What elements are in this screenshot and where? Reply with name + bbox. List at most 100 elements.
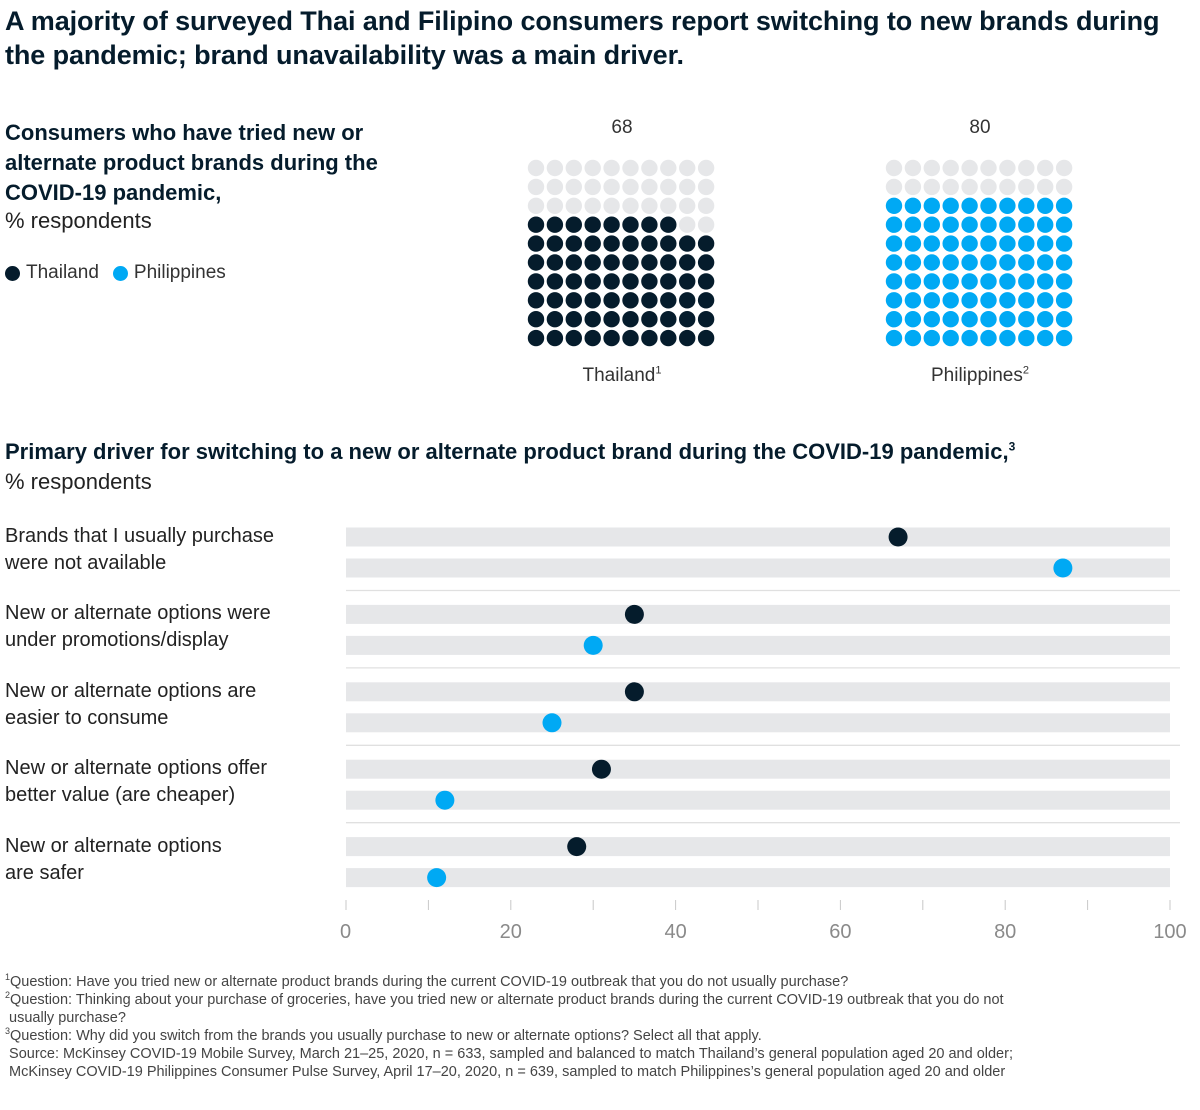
waffle-dot-filled xyxy=(980,329,997,347)
waffle-dot-filled xyxy=(660,329,677,347)
waffle-dot-filled xyxy=(527,311,545,328)
waffle-dot-filled xyxy=(923,216,940,233)
waffle-dot-filled xyxy=(923,273,940,290)
bar-background xyxy=(346,527,1170,547)
waffle-dot-filled xyxy=(999,254,1016,271)
waffle-dot-empty xyxy=(942,178,959,196)
waffle-value-thailand: 68 xyxy=(611,117,633,138)
waffle-dot-empty xyxy=(961,178,978,196)
waffle-dot-empty xyxy=(565,178,582,196)
waffle-dot-filled xyxy=(679,273,696,290)
waffle-dot-filled xyxy=(641,292,658,309)
waffle-dot-filled xyxy=(904,292,922,309)
waffle-dot-filled xyxy=(942,235,959,252)
waffle-dot-filled xyxy=(999,329,1016,347)
waffle-value-philippines: 80 xyxy=(969,117,991,138)
waffle-dot-filled xyxy=(1037,197,1054,214)
waffle-dot-filled xyxy=(961,329,978,347)
waffle-dot-empty xyxy=(641,159,658,177)
waffle-label-philippines: Philippines2 xyxy=(850,365,1110,387)
section2-title: Primary driver for switching to a new or… xyxy=(5,437,1200,467)
waffle-dot-filled xyxy=(641,273,658,290)
waffle-dot-filled xyxy=(1018,197,1035,214)
waffle-dot-filled xyxy=(904,329,922,347)
waffle-dot-filled xyxy=(1018,216,1035,233)
waffle-dot-empty xyxy=(980,178,997,196)
waffle-dot-empty xyxy=(942,159,959,177)
waffle-dot-filled xyxy=(584,235,601,252)
waffle-dot-filled xyxy=(1018,254,1035,271)
category-label: New or alternate options are easier to co… xyxy=(5,678,325,732)
chart-title: A majority of surveyed Thai and Filipino… xyxy=(5,6,1160,70)
waffle-dot-filled xyxy=(885,197,903,214)
waffle-dot-filled xyxy=(546,329,564,347)
category-label-line: better value (are cheaper) xyxy=(5,784,236,807)
waffle-dot-filled xyxy=(679,329,696,347)
waffle-dot-filled xyxy=(885,273,903,290)
category-label-line: Brands that I usually purchase xyxy=(5,525,275,547)
waffle-dot-filled xyxy=(980,216,997,233)
legend: Thailand Philippines xyxy=(5,262,240,284)
waffle-dot-empty xyxy=(885,159,903,177)
waffle-dot-filled xyxy=(1055,292,1073,309)
waffle-dot-filled xyxy=(527,273,545,290)
waffle-dot-filled xyxy=(584,216,601,233)
waffle-dot-filled xyxy=(679,311,696,328)
waffle-dot-filled xyxy=(546,292,564,309)
x-tick-label: 0 xyxy=(340,921,351,943)
category-label-line: easier to consume xyxy=(5,706,169,729)
category-label-line: New or alternate options were xyxy=(5,602,271,625)
waffle-dot-filled xyxy=(584,254,601,271)
waffle-dot-filled xyxy=(1055,273,1073,290)
dot-philippines-1 xyxy=(1053,558,1073,578)
legend-item-thailand: Thailand xyxy=(5,262,99,284)
waffle-dot-empty xyxy=(527,197,545,214)
waffle-dot-filled xyxy=(904,235,922,252)
dot-philippines-3 xyxy=(542,713,562,733)
waffle-dot-filled xyxy=(1037,311,1054,328)
waffle-dot-filled xyxy=(961,273,978,290)
waffle-dot-filled xyxy=(679,254,696,271)
waffle-dot-filled xyxy=(527,329,545,347)
dot-philippines-4 xyxy=(435,790,455,810)
waffle-dot-filled xyxy=(961,311,978,328)
footnote-2: 2Question: Thinking about your purchase … xyxy=(5,991,1195,1027)
footnote-marker: 2 xyxy=(5,990,11,1001)
waffle-dot-filled xyxy=(584,311,601,328)
waffle-dot-filled xyxy=(961,197,978,214)
waffle-dot-filled xyxy=(546,216,564,233)
waffle-dot-filled xyxy=(1037,273,1054,290)
waffle-dot-filled xyxy=(1055,311,1073,328)
waffle-dot-filled xyxy=(660,216,677,233)
category-label-line: New or alternate options are xyxy=(5,679,257,702)
x-tick-label: 80 xyxy=(994,921,1016,943)
waffle-grid-thailand xyxy=(527,159,715,347)
waffle-dot-filled xyxy=(603,311,620,328)
waffle-dot-filled xyxy=(885,311,903,328)
footnote-text: Question: Have you tried new or alternat… xyxy=(10,974,849,990)
waffle-dot-filled xyxy=(885,254,903,271)
waffle-dot-filled xyxy=(679,235,696,252)
footnote-text: Question: Thinking about your purchase o… xyxy=(9,992,1004,1026)
waffle-dot-filled xyxy=(1037,292,1054,309)
waffle-dot-filled xyxy=(942,311,959,328)
waffle-dot-filled xyxy=(565,216,582,233)
waffle-dot-filled xyxy=(1055,329,1073,347)
waffle-dot-empty xyxy=(584,159,601,177)
waffle-dot-filled xyxy=(942,216,959,233)
waffle-dot-empty xyxy=(697,216,715,233)
waffle-dot-filled xyxy=(697,311,715,328)
waffle-dot-filled xyxy=(697,292,715,309)
category-label: Brands that I usually purchase were not a… xyxy=(5,523,325,577)
waffle-dot-filled xyxy=(565,235,582,252)
waffle-dot-filled xyxy=(942,273,959,290)
waffle-dot-filled xyxy=(980,254,997,271)
category-label: New or alternate options were under promo… xyxy=(5,600,325,654)
waffle-dot-filled xyxy=(603,254,620,271)
waffle-dot-filled xyxy=(980,235,997,252)
waffle-dot-empty xyxy=(546,159,564,177)
waffle-dot-empty xyxy=(980,159,997,177)
x-tick-label: 60 xyxy=(829,921,851,943)
waffle-dot-filled xyxy=(603,235,620,252)
waffle-dot-empty xyxy=(1018,159,1035,177)
